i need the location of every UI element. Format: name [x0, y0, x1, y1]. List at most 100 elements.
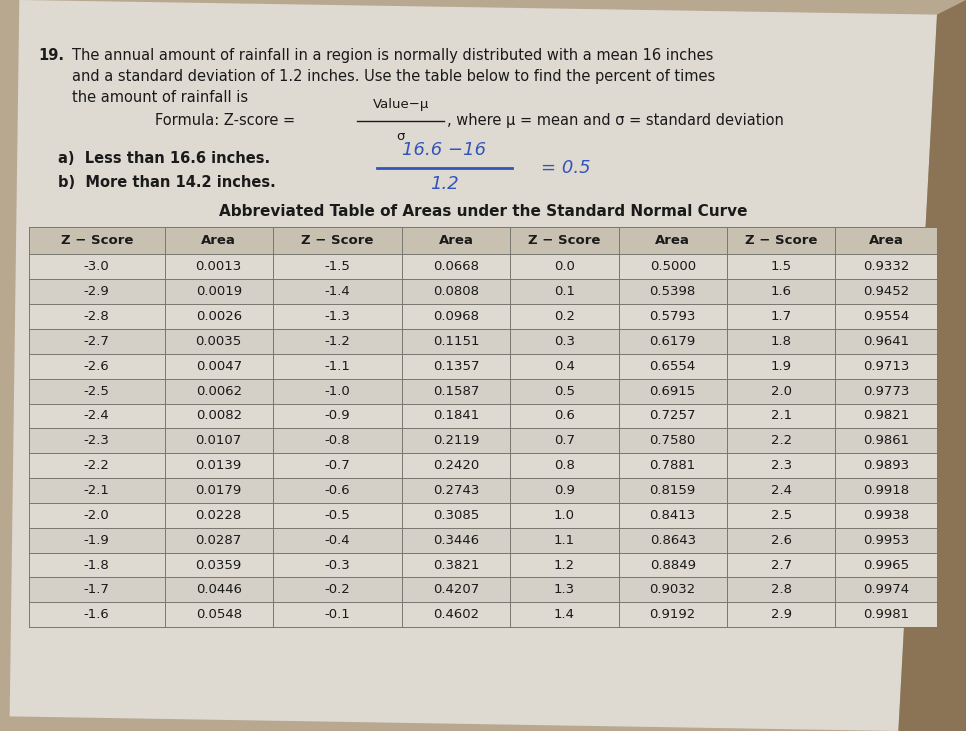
Text: 0.0062: 0.0062 [196, 385, 242, 398]
Text: 1.8: 1.8 [771, 335, 792, 348]
Text: 0.6915: 0.6915 [649, 385, 696, 398]
FancyBboxPatch shape [29, 254, 937, 279]
Text: Z − Score: Z − Score [301, 234, 374, 247]
Text: , where μ = mean and σ = standard deviation: , where μ = mean and σ = standard deviat… [447, 113, 784, 128]
Text: 0.0228: 0.0228 [195, 509, 242, 522]
Text: 0.1587: 0.1587 [433, 385, 479, 398]
Text: 0.7: 0.7 [554, 434, 575, 447]
Text: -0.3: -0.3 [325, 558, 351, 572]
Text: 0.4207: 0.4207 [433, 583, 479, 596]
Text: Z − Score: Z − Score [745, 234, 817, 247]
FancyBboxPatch shape [29, 553, 937, 577]
Text: 2.2: 2.2 [771, 434, 792, 447]
Text: 0.0107: 0.0107 [195, 434, 242, 447]
Text: 0.8643: 0.8643 [650, 534, 696, 547]
Text: 0.9713: 0.9713 [863, 360, 909, 373]
Text: Formula: Z-score =: Formula: Z-score = [155, 113, 299, 128]
Text: 0.4: 0.4 [554, 360, 575, 373]
Text: Area: Area [439, 234, 473, 247]
Text: -0.6: -0.6 [325, 484, 350, 497]
Text: 0.4602: 0.4602 [433, 608, 479, 621]
Text: -2.5: -2.5 [84, 385, 110, 398]
FancyBboxPatch shape [29, 478, 937, 503]
Text: 0.0808: 0.0808 [433, 285, 479, 298]
Text: 2.7: 2.7 [771, 558, 792, 572]
Text: -1.0: -1.0 [325, 385, 351, 398]
Text: 0.6179: 0.6179 [649, 335, 696, 348]
Text: -1.6: -1.6 [84, 608, 109, 621]
Text: 1.1: 1.1 [554, 534, 575, 547]
Text: 0.2119: 0.2119 [433, 434, 479, 447]
Text: 0.1357: 0.1357 [433, 360, 479, 373]
Text: 0.9938: 0.9938 [864, 509, 909, 522]
Text: 0.2420: 0.2420 [433, 459, 479, 472]
Text: 1.3: 1.3 [554, 583, 575, 596]
Text: and a standard deviation of 1.2 inches. Use the table below to find the percent : and a standard deviation of 1.2 inches. … [72, 69, 716, 84]
Text: -2.3: -2.3 [84, 434, 110, 447]
Text: 0.9452: 0.9452 [863, 285, 909, 298]
Text: 1.2: 1.2 [430, 175, 459, 193]
Text: The annual amount of rainfall in a region is normally distributed with a mean 16: The annual amount of rainfall in a regio… [72, 48, 714, 63]
Text: 0.9821: 0.9821 [863, 409, 909, 423]
Text: 2.3: 2.3 [771, 459, 792, 472]
Text: -1.4: -1.4 [325, 285, 351, 298]
Text: 2.8: 2.8 [771, 583, 792, 596]
Text: 0.7881: 0.7881 [649, 459, 696, 472]
Text: 0.0446: 0.0446 [196, 583, 242, 596]
Text: -0.2: -0.2 [325, 583, 351, 596]
Text: -2.2: -2.2 [84, 459, 110, 472]
Text: 0.0047: 0.0047 [196, 360, 242, 373]
Text: 0.8: 0.8 [554, 459, 575, 472]
Text: 0.9965: 0.9965 [864, 558, 909, 572]
Text: 0.0287: 0.0287 [195, 534, 242, 547]
Text: = 0.5: = 0.5 [541, 159, 590, 177]
Text: 0.8413: 0.8413 [649, 509, 696, 522]
Text: 0.5000: 0.5000 [650, 260, 696, 273]
FancyBboxPatch shape [29, 227, 937, 254]
Text: -2.1: -2.1 [84, 484, 110, 497]
Text: 0.1151: 0.1151 [433, 335, 479, 348]
Text: -1.8: -1.8 [84, 558, 109, 572]
Text: 0.0019: 0.0019 [196, 285, 242, 298]
Text: Z − Score: Z − Score [528, 234, 601, 247]
Text: 0.0013: 0.0013 [195, 260, 242, 273]
Text: Value−μ: Value−μ [373, 98, 429, 111]
Polygon shape [10, 0, 937, 731]
FancyBboxPatch shape [29, 453, 937, 478]
Text: 0.1: 0.1 [554, 285, 575, 298]
Text: -2.6: -2.6 [84, 360, 109, 373]
Text: -2.0: -2.0 [84, 509, 109, 522]
Text: 0.7257: 0.7257 [649, 409, 696, 423]
Text: 2.5: 2.5 [771, 509, 792, 522]
Text: -2.4: -2.4 [84, 409, 109, 423]
Text: 0.9861: 0.9861 [864, 434, 909, 447]
Text: 0.9032: 0.9032 [649, 583, 696, 596]
Text: 0.9981: 0.9981 [864, 608, 909, 621]
Text: 0.0026: 0.0026 [196, 310, 242, 323]
Text: 2.9: 2.9 [771, 608, 792, 621]
Text: -0.8: -0.8 [325, 434, 350, 447]
Text: 0.0668: 0.0668 [433, 260, 479, 273]
Text: 0.0968: 0.0968 [433, 310, 479, 323]
Text: b)  More than 14.2 inches.: b) More than 14.2 inches. [58, 175, 275, 191]
Text: -1.9: -1.9 [84, 534, 109, 547]
FancyBboxPatch shape [29, 577, 937, 602]
FancyBboxPatch shape [29, 379, 937, 404]
Text: Area: Area [201, 234, 236, 247]
Text: 19.: 19. [39, 48, 65, 63]
FancyBboxPatch shape [29, 602, 937, 627]
Text: 0.9192: 0.9192 [649, 608, 696, 621]
Text: 0.8159: 0.8159 [649, 484, 696, 497]
Text: -1.2: -1.2 [325, 335, 351, 348]
Text: 1.5: 1.5 [771, 260, 792, 273]
FancyBboxPatch shape [29, 329, 937, 354]
Text: 0.9918: 0.9918 [864, 484, 909, 497]
Text: Area: Area [655, 234, 690, 247]
Text: 2.4: 2.4 [771, 484, 792, 497]
FancyBboxPatch shape [29, 354, 937, 379]
Text: 1.4: 1.4 [554, 608, 575, 621]
Text: the amount of rainfall is: the amount of rainfall is [72, 90, 248, 105]
Text: σ: σ [397, 130, 405, 143]
Text: 0.9953: 0.9953 [863, 534, 909, 547]
Text: 0.3446: 0.3446 [433, 534, 479, 547]
